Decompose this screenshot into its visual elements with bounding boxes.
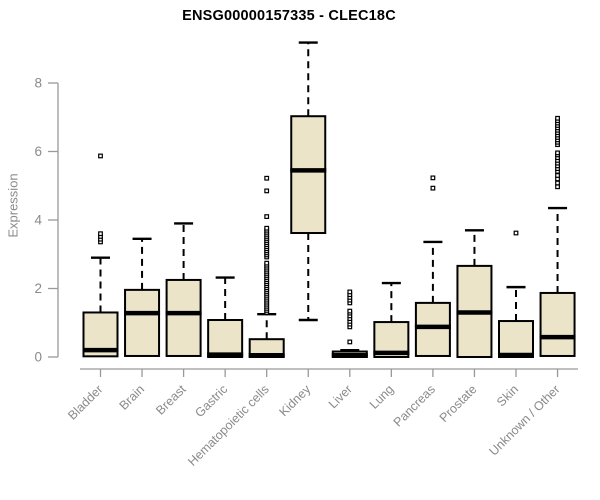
boxplot-prostate [456,229,493,358]
x-tick-label-skin: Skin [494,382,521,409]
chart-title: ENSG00000157335 - CLEC18C [182,8,396,24]
boxplot-liver [331,289,368,358]
boxplot-pancreas [414,175,451,357]
outlier-point [555,180,560,186]
x-tick-label-breast: Breast [153,382,189,418]
outlier-point [555,115,560,121]
outlier-point [347,289,353,295]
iqr-box [414,301,451,357]
outlier-point [430,175,436,181]
outlier-point [347,308,353,314]
outlier-point [555,184,560,190]
x-tick-label-gastric: Gastric [192,382,230,420]
x-tick-label-prostate: Prostate [437,382,480,425]
y-tick-label: 8 [34,76,42,91]
y-tick-label: 0 [34,350,42,365]
boxplot-brain [124,237,161,357]
iqr-box [290,115,327,235]
iqr-box [124,288,161,357]
outlier-point [264,260,270,266]
iqr-box [498,320,534,359]
outlier-point [555,150,560,156]
outlier-point [264,225,270,231]
iqr-box [539,291,576,357]
boxplot-lung [373,281,410,359]
outlier-point [430,185,436,191]
boxplot-kidney [290,41,327,322]
x-tick-label-liver: Liver [326,382,355,411]
outlier-point [264,214,270,219]
y-tick-label: 4 [34,213,42,228]
x-tick-label-pancreas: Pancreas [391,382,438,429]
outlier-point [513,230,519,236]
y-tick-label: 2 [34,281,42,296]
x-tick-label-kidney: Kidney [276,382,313,419]
x-tick-label-bladder: Bladder [65,382,105,422]
boxplot-bladder [82,153,119,358]
boxplot-skin [498,230,534,359]
outlier-point [264,175,270,181]
x-tick-label-brain: Brain [117,382,148,413]
x-tick-label-unknown-other: Unknown / Other [486,382,562,458]
x-tick-label-lung: Lung [367,382,397,412]
outlier-point [264,188,270,194]
outlier-point [555,173,560,178]
iqr-box [207,319,244,359]
y-tick-label: 6 [34,144,42,159]
x-tick-label-hematopoietic-cells: Hematopoietic cells [185,382,272,469]
outlier-point [98,231,103,237]
boxplot-gastric [207,276,244,359]
iqr-box [165,278,202,357]
boxplot-hematopoietic-cells [248,175,285,359]
outlier-point [347,339,353,345]
outlier-point [98,153,103,159]
boxplot-breast [165,222,202,357]
boxplot-unknown-other [539,115,576,357]
